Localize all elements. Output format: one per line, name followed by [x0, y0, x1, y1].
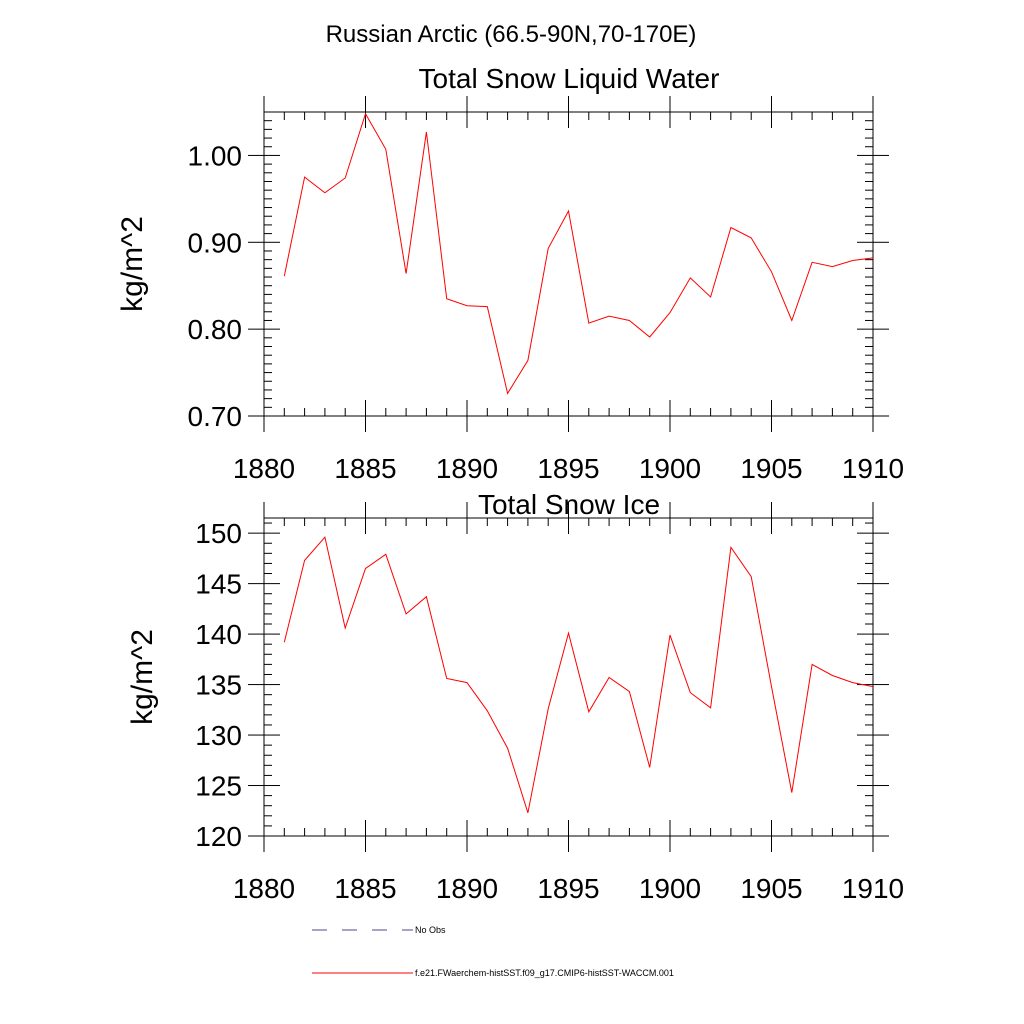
x-tick-label: 1885: [334, 873, 396, 904]
x-tick-label: 1905: [740, 873, 802, 904]
snow-ice-panel: 1880 1885 1890 1895 1900 1905 1910 120 125 130 135…: [126, 502, 904, 904]
legend-no-obs-label: No Obs: [415, 925, 446, 935]
y-tick-label: 120: [195, 821, 242, 852]
x-tick-label: 1890: [436, 873, 498, 904]
x-tick-label: 1890: [436, 453, 498, 484]
y-axis-label: kg/m^2: [116, 216, 149, 312]
x-tick-label: 1900: [639, 453, 701, 484]
y-tick-label: 135: [195, 670, 242, 701]
panel1-title: Total Snow Liquid Water: [419, 63, 720, 94]
y-tick-label: 0.90: [188, 227, 243, 258]
figure-suptitle: Russian Arctic (66.5-90N,70-170E): [326, 21, 697, 48]
y-tick-label: 0.70: [188, 401, 243, 432]
x-tick-label: 1905: [740, 453, 802, 484]
x-tick-label: 1900: [639, 873, 701, 904]
y-tick-label: 150: [195, 518, 242, 549]
plot-frame: [263, 517, 874, 837]
x-tick-label: 1910: [842, 453, 904, 484]
series-line: [283, 536, 874, 813]
series-line: [283, 112, 874, 395]
y-tick-label: 130: [195, 720, 242, 751]
y-tick-label: 140: [195, 619, 242, 650]
x-tick-label: 1895: [537, 453, 599, 484]
y-axis-label: kg/m^2: [126, 629, 159, 725]
legend: No Obs f.e21.FWaerchem-histSST.f09_g17.C…: [312, 925, 674, 978]
x-tick-label: 1895: [537, 873, 599, 904]
x-tick-label: 1880: [233, 873, 295, 904]
liquid-water-panel: 1880 1885 1890 1895 1900 1905 1910 0.70 0.80 0.90…: [116, 96, 904, 484]
y-tick-label: 145: [195, 569, 242, 600]
x-tick-label: 1885: [334, 453, 396, 484]
y-tick-label: 0.80: [188, 314, 243, 345]
x-tick-label: 1880: [233, 453, 295, 484]
plot-frame: [263, 111, 874, 417]
x-tick-label: 1910: [842, 873, 904, 904]
y-tick-label: 125: [195, 771, 242, 802]
y-tick-label: 1.00: [188, 140, 243, 171]
legend-model-label: f.e21.FWaerchem-histSST.f09_g17.CMIP6-hi…: [415, 968, 674, 978]
